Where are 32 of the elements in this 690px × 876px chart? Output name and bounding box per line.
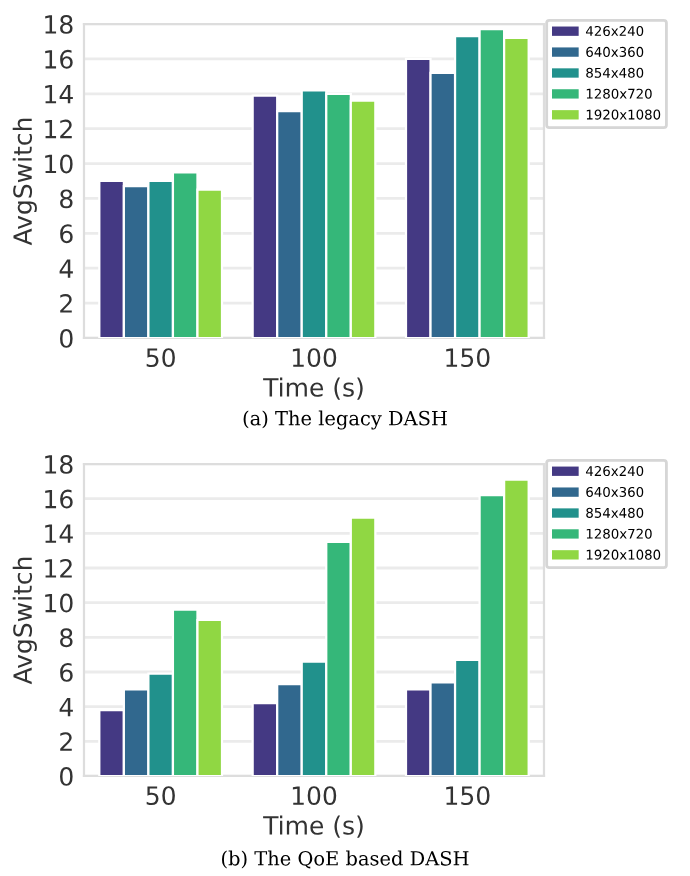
y-tick-label: 10 — [45, 593, 73, 613]
y-tick-label: 8 — [60, 189, 73, 209]
text: (b) The QoE based DASH — [222, 850, 469, 869]
y-tick-label: 16 — [45, 49, 73, 69]
y-tick-label: 2 — [60, 294, 72, 313]
y-tick-label: 8 — [60, 628, 73, 648]
x-tick-label: 100 — [292, 348, 337, 368]
x-tick-label: 50 — [146, 786, 175, 806]
y-tick-label: 6 — [60, 224, 73, 244]
x-tick-label: 100 — [292, 786, 337, 806]
y-tick-label: 2 — [60, 732, 72, 751]
y-tick-label: 0 — [60, 766, 73, 786]
x-axis-title: Time (s) — [263, 377, 363, 400]
y-tick-label: 4 — [59, 697, 73, 717]
y-tick-label: 14 — [45, 524, 73, 543]
y-tick-label: 6 — [60, 662, 73, 682]
y-axis-title: AvgSwitch — [12, 557, 37, 685]
x-tick-label: 50 — [146, 348, 175, 368]
x-tick-label: 150 — [446, 786, 490, 806]
y-tick-label: 12 — [45, 558, 72, 578]
x-axis-title: Time (s) — [263, 815, 363, 838]
y-tick-label: 18 — [45, 14, 73, 34]
y-tick-label: 12 — [45, 119, 72, 139]
y-tick-label: 14 — [45, 85, 73, 104]
x-tick-label: 150 — [446, 348, 490, 368]
y-tick-label: 0 — [60, 328, 73, 348]
y-tick-label: 16 — [45, 489, 73, 509]
y-tick-label: 4 — [59, 259, 73, 278]
y-tick-label: 18 — [45, 454, 73, 474]
y-tick-label: 10 — [45, 154, 73, 174]
text: (a) The legacy DASH — [243, 410, 447, 430]
y-axis-title: AvgSwitch — [12, 118, 37, 246]
